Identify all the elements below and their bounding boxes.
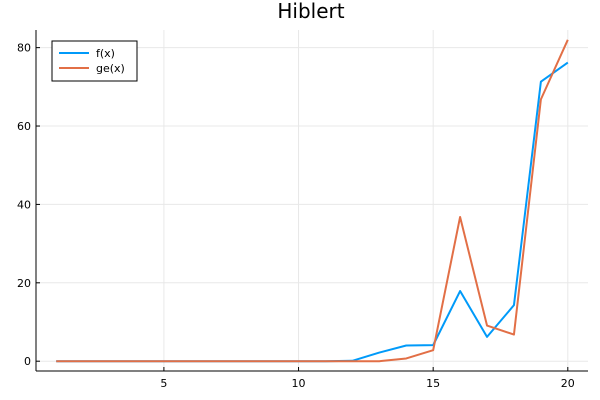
legend-label: ge(x) <box>96 62 125 75</box>
x-tick-label: 20 <box>561 377 575 390</box>
x-tick-label: 15 <box>426 377 440 390</box>
y-tick-label: 40 <box>17 198 31 211</box>
legend-label: f(x) <box>96 47 115 60</box>
series-line-ge <box>56 39 569 363</box>
y-tick-label: 60 <box>17 120 31 133</box>
x-tick-label: 5 <box>160 377 167 390</box>
legend: f(x) ge(x) <box>51 40 138 82</box>
y-tick-label: 20 <box>17 277 31 290</box>
y-tick-label: 0 <box>24 355 31 368</box>
series-line-f <box>56 61 569 363</box>
chart-title: Hiblert <box>277 0 344 23</box>
y-tick-label: 80 <box>17 42 31 55</box>
series-lines <box>56 39 569 363</box>
legend-box <box>51 40 138 82</box>
tick-labels: 5 10 15 20 0 20 40 60 80 <box>17 42 575 390</box>
axes <box>35 30 588 372</box>
x-tick-label: 10 <box>292 377 306 390</box>
